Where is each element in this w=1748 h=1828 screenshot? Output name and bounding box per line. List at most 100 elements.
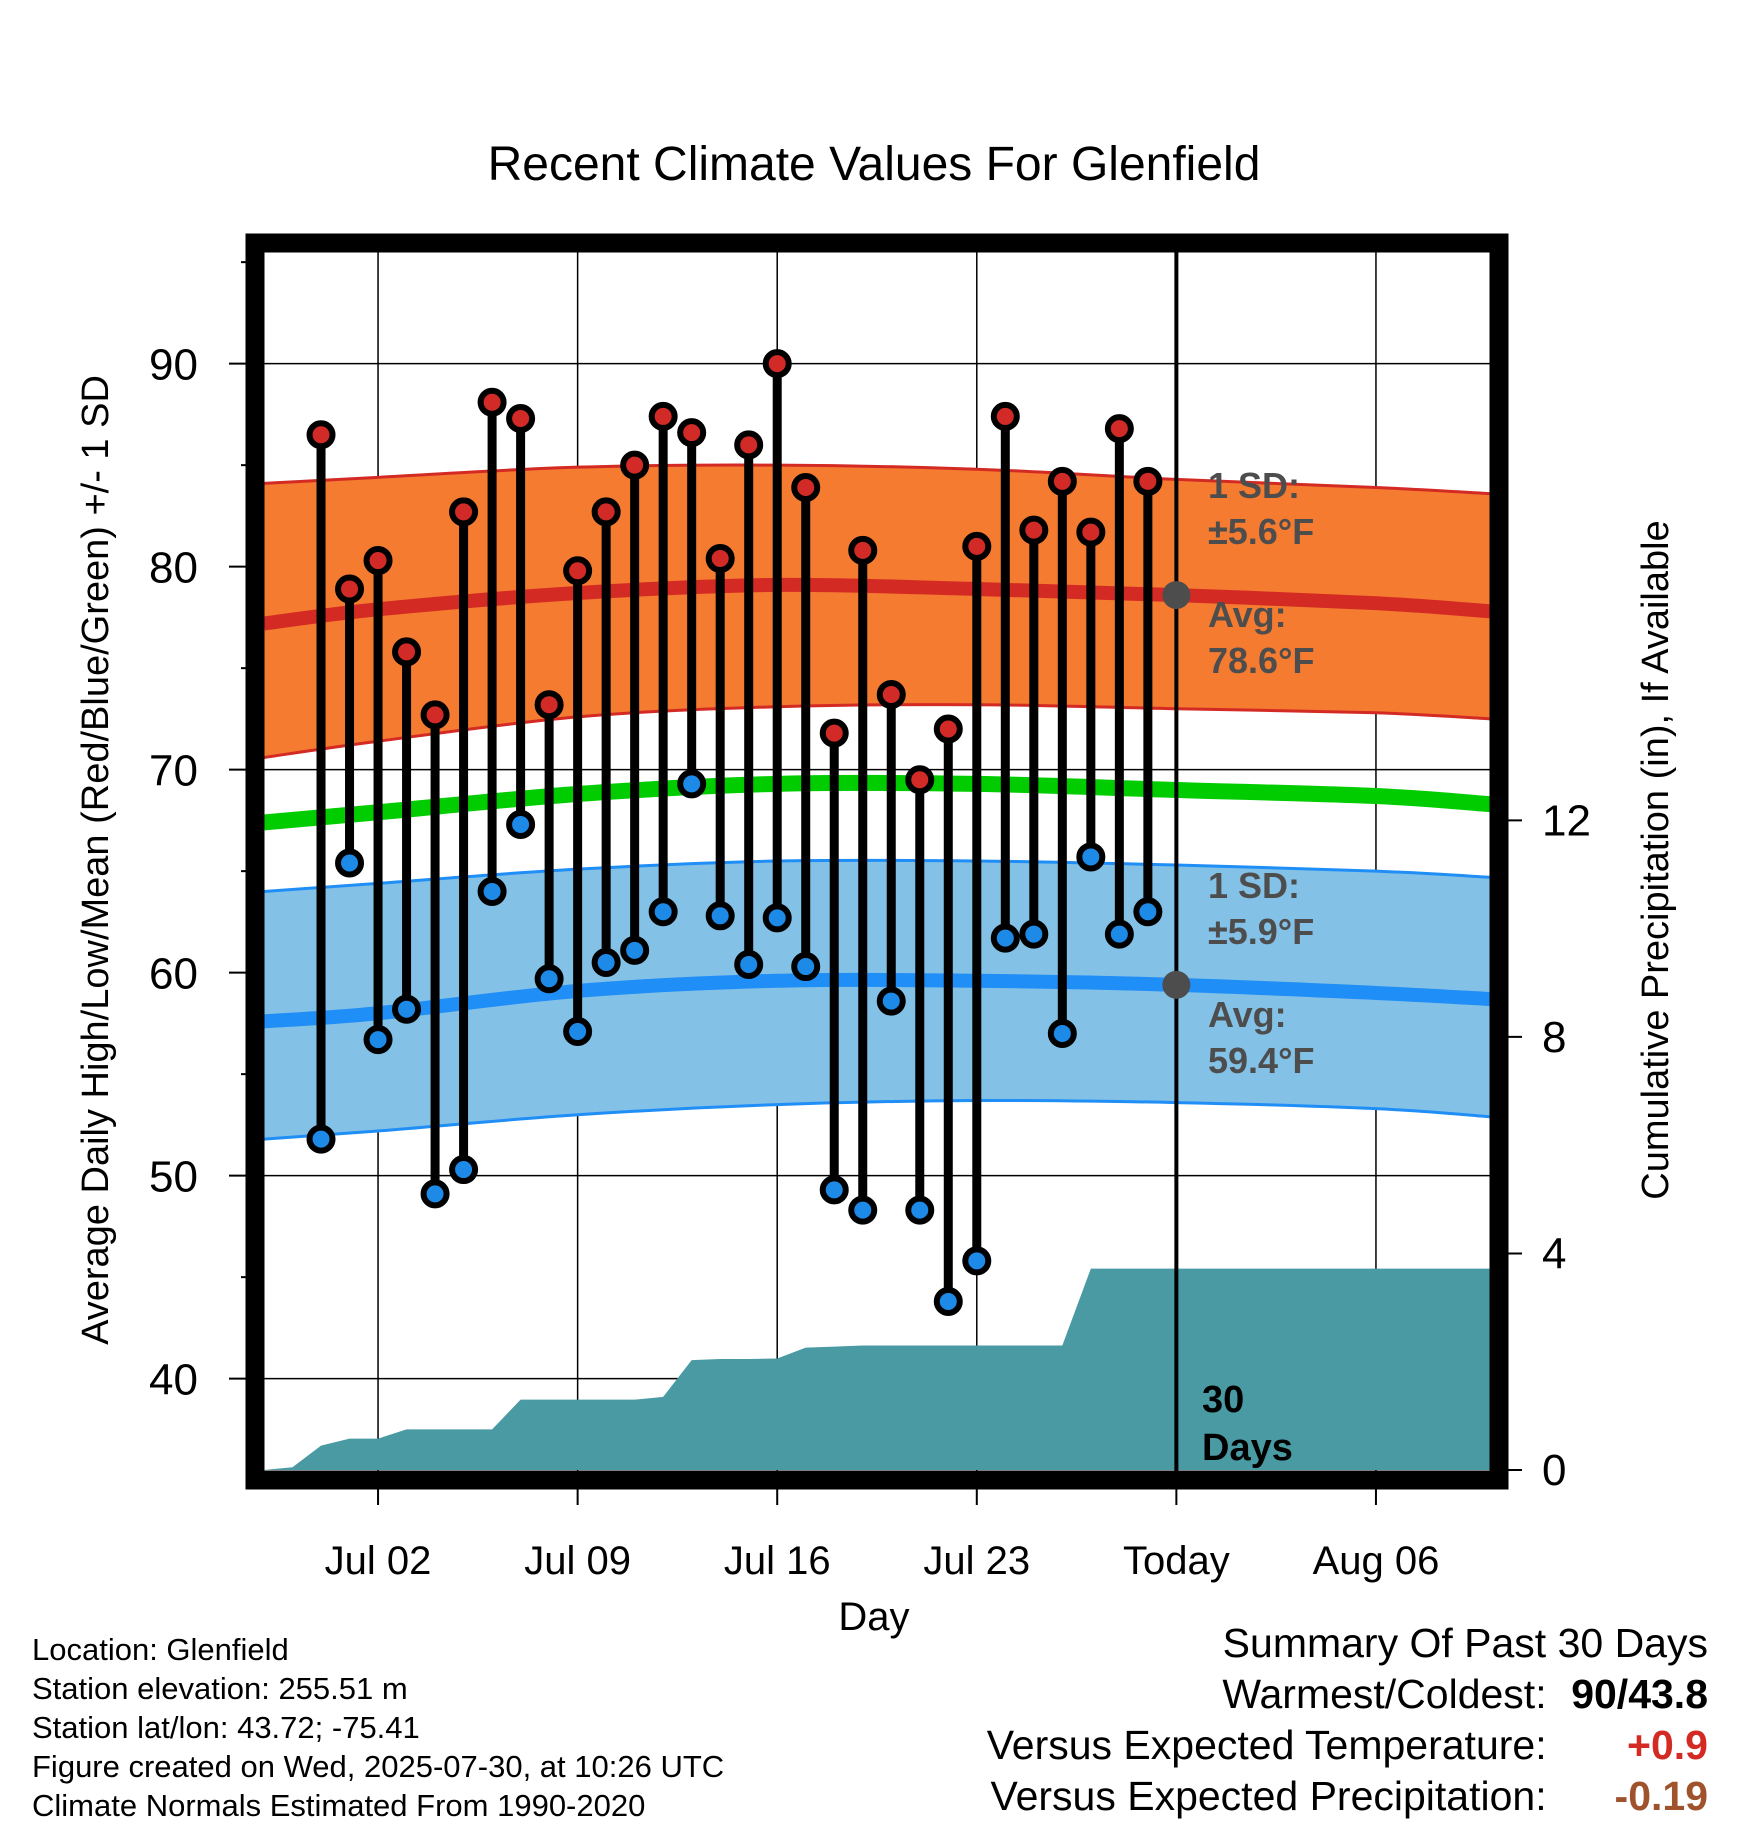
plot-frame [245,233,1509,1490]
high-point-2025-07-05 [449,497,479,527]
y-tick-label-90: 90 [149,341,198,390]
y-axis-label: Average Daily High/Low/Mean (Red/Blue/Gr… [75,375,117,1345]
high-avg-label: Avg: [1208,594,1287,635]
high-point-2025-07-13 [677,418,707,448]
high-sd-value: ±5.6°F [1208,511,1314,552]
low-point-2025-07-07 [506,809,536,839]
high-avg-value: 78.6°F [1208,640,1314,681]
normals-line: Climate Normals Estimated From 1990-2020 [32,1788,646,1823]
high-avg-marker [1162,581,1191,610]
high-point-2025-07-18 [819,718,849,748]
low-point-2025-07-21 [905,1195,935,1225]
y-tick-label-80: 80 [149,544,198,593]
low-point-2025-07-02 [363,1025,393,1055]
high-point-2025-07-15 [734,430,764,460]
low-point-2025-07-28 [1104,919,1134,949]
axis-ticks [229,261,1522,1505]
low-point-2025-07-05 [449,1155,479,1185]
precip-value: -0.19 [1614,1773,1708,1819]
low-point-2025-06-30 [306,1124,336,1154]
y2-tick-label-8: 8 [1542,1013,1566,1062]
high-point-2025-07-28 [1104,414,1134,444]
chart-title: Recent Climate Values For Glenfield [488,138,1261,191]
x-tick-label-2025-07-09: Jul 09 [524,1539,631,1583]
days-count: 30 [1202,1379,1244,1421]
high-point-2025-07-04 [420,700,450,730]
low-point-2025-07-03 [392,994,422,1024]
high-point-2025-07-14 [705,544,735,574]
high-point-2025-07-25 [1019,515,1049,545]
low-point-2025-07-09 [563,1017,593,1047]
warmest-label: Warmest/Coldest: [1222,1671,1547,1717]
station-info: Location: Glenfield Station elevation: 2… [32,1630,724,1825]
low-point-2025-07-10 [591,948,621,977]
low-point-2025-07-18 [819,1175,849,1205]
high-point-2025-07-01 [335,574,365,604]
low-point-2025-07-20 [876,986,906,1016]
cumulative-precip-area [264,1268,1490,1470]
x-tick-label-2025-07-02: Jul 02 [325,1539,432,1583]
x-axis-label: Day [838,1595,909,1639]
high-point-2025-07-21 [905,765,935,795]
high-point-2025-07-07 [506,403,536,433]
daily-points [306,349,1163,1317]
y-tick-label-60: 60 [149,950,198,999]
low-point-2025-07-15 [734,950,764,980]
high-point-2025-07-08 [534,690,564,720]
days-label: Days [1202,1427,1293,1469]
low-point-2025-07-14 [705,901,735,931]
high-sd-band [264,465,1490,758]
y-tick-label-50: 50 [149,1153,198,1202]
summary-warmest-row: Warmest/Coldest: 90/43.8 [987,1669,1708,1720]
normal-mean-line [263,774,1491,831]
low-avg-value: 59.4°F [1208,1040,1314,1081]
warmest-value: 90/43.8 [1571,1671,1708,1717]
high-point-2025-07-06 [477,387,507,417]
y2-tick-label-12: 12 [1542,796,1591,845]
location-line: Location: Glenfield [32,1632,289,1667]
low-point-2025-07-17 [791,952,821,982]
x-tick-labels: Jul 02 Jul 09 Jul 16 Jul 23 Today Aug 06 [325,1539,1440,1583]
y2-tick-labels: 0 4 8 12 [1542,796,1591,1495]
high-point-2025-07-22 [933,714,963,744]
high-point-2025-07-20 [876,680,906,710]
temp-value: +0.9 [1627,1722,1708,1768]
low-point-2025-07-29 [1133,897,1163,927]
temp-label: Versus Expected Temperature: [986,1722,1547,1768]
low-avg-marker [1162,970,1191,999]
x-tick-label-2025-07-16: Jul 16 [724,1539,831,1583]
high-point-2025-07-23 [962,531,992,561]
plot-area [260,247,1494,1475]
low-point-2025-07-27 [1076,842,1106,872]
low-point-2025-07-06 [477,876,507,906]
y-tick-label-70: 70 [149,747,198,796]
high-point-2025-07-03 [392,637,422,667]
elevation-line: Station elevation: 255.51 m [32,1671,408,1706]
low-point-2025-07-25 [1019,919,1049,949]
created-line: Figure created on Wed, 2025-07-30, at 10… [32,1749,725,1784]
high-point-2025-07-26 [1047,466,1077,496]
low-sd-value: ±5.9°F [1208,911,1314,952]
y-tick-label-40: 40 [149,1356,198,1405]
daily-range-bars [316,363,1153,1302]
high-point-2025-07-24 [990,401,1020,431]
y2-axis-label: Cumulative Precipitation (in), If Availa… [1635,520,1677,1199]
normal-high-line [263,577,1491,631]
precip-label: Versus Expected Precipitation: [990,1773,1547,1819]
low-sd-label: 1 SD: [1208,865,1300,906]
low-point-2025-07-08 [534,964,564,994]
low-point-2025-07-23 [962,1246,992,1276]
x-tick-label-2025-08-06: Aug 06 [1313,1539,1440,1583]
low-point-2025-07-01 [335,848,365,878]
low-point-2025-07-26 [1047,1019,1077,1049]
low-point-2025-07-22 [933,1287,963,1317]
high-point-2025-07-16 [762,349,792,379]
low-point-2025-07-11 [620,935,650,965]
latlon-line: Station lat/lon: 43.72; -75.41 [32,1710,420,1745]
low-point-2025-07-24 [990,923,1020,953]
y2-tick-label-4: 4 [1542,1229,1566,1278]
low-point-2025-07-16 [762,903,792,933]
x-tick-label-2025-07-30: Today [1123,1539,1230,1583]
high-point-2025-07-17 [791,472,821,502]
